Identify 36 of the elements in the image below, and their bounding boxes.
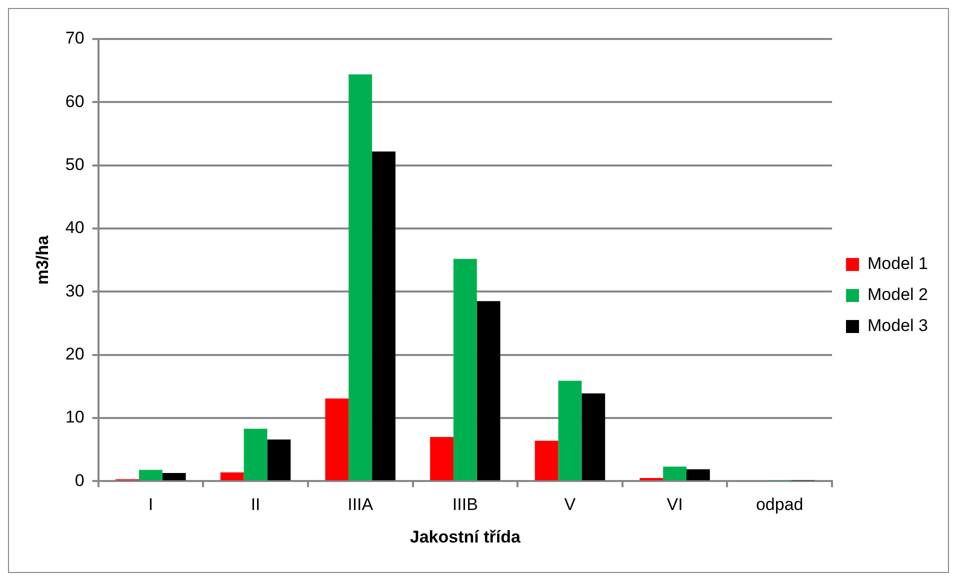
y-tick-label: 10 <box>65 408 84 427</box>
bar <box>476 301 500 480</box>
y-tick-label: 60 <box>65 92 84 111</box>
legend-label: Model 2 <box>868 285 928 304</box>
x-axis-title: Jakostní třída <box>410 527 521 546</box>
bar <box>582 393 606 480</box>
bar <box>244 428 268 480</box>
x-tick-label: I <box>148 495 154 514</box>
y-tick-label: 30 <box>65 281 84 300</box>
bar <box>220 472 244 480</box>
y-tick-label: 70 <box>65 28 84 48</box>
bar <box>663 466 686 480</box>
bar <box>162 472 186 480</box>
y-tick-label: 0 <box>74 470 84 490</box>
bar <box>372 151 396 480</box>
x-tick-label: II <box>250 495 260 514</box>
y-tick-label: 20 <box>65 344 84 364</box>
x-tick-label: IIIA <box>348 495 374 514</box>
x-tick-label: odpad <box>756 495 804 514</box>
bar <box>139 470 162 480</box>
bar <box>453 258 477 480</box>
x-tick-label: IIIB <box>452 495 478 514</box>
x-tick-label: VI <box>666 495 683 514</box>
legend-label: Model 1 <box>868 254 928 274</box>
bar <box>348 74 372 480</box>
bar <box>686 469 710 480</box>
y-tick-label: 50 <box>65 155 84 174</box>
y-tick-label: 40 <box>65 218 84 238</box>
bar <box>558 380 582 480</box>
x-tick-label: V <box>564 495 576 514</box>
y-axis-title: m3/ha <box>32 234 52 285</box>
legend-label: Model 3 <box>868 316 928 336</box>
bar <box>325 398 349 480</box>
bar <box>534 440 558 480</box>
bar <box>267 440 291 480</box>
bar <box>430 436 454 480</box>
